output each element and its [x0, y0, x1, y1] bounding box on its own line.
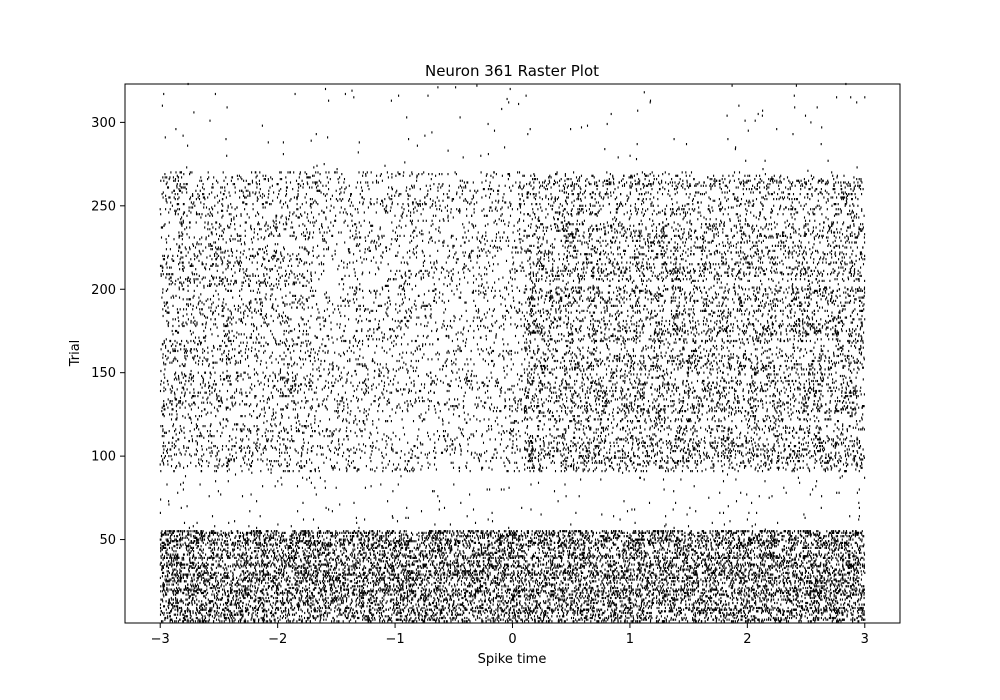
chart-title: Neuron 361 Raster Plot — [425, 62, 599, 80]
